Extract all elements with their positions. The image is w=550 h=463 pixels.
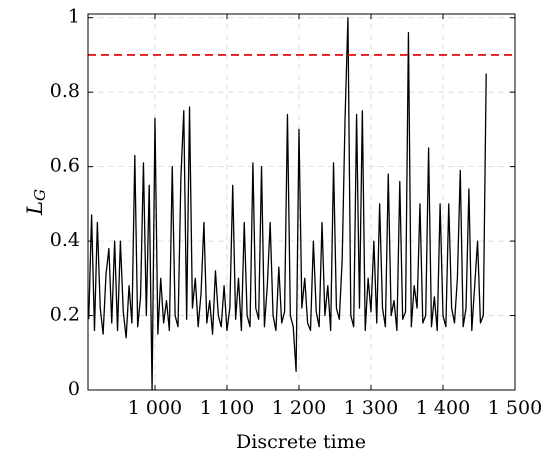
data-line (88, 17, 487, 391)
x-axis-label: Discrete time (236, 431, 366, 453)
y-tick-label: 0.4 (50, 229, 80, 251)
x-tick-label: 1 100 (200, 397, 254, 419)
x-tick-label: 1 200 (272, 397, 326, 419)
y-tick-label: 0.6 (50, 155, 80, 177)
x-tick-label: 1 400 (416, 397, 470, 419)
y-tick-label: 0 (68, 378, 80, 400)
x-tick-label: 1 000 (128, 397, 182, 419)
plot-frame (87, 13, 516, 391)
y-label-main: L (23, 201, 47, 216)
y-tick-label: 0.2 (50, 304, 80, 326)
x-tick-label: 1 500 (488, 397, 542, 419)
y-axis-label: LG (23, 189, 50, 216)
y-tick-label: 1 (68, 6, 80, 28)
y-label-sub: G (31, 189, 49, 201)
x-tick-label: 1 300 (344, 397, 398, 419)
y-tick-label: 0.8 (50, 80, 80, 102)
